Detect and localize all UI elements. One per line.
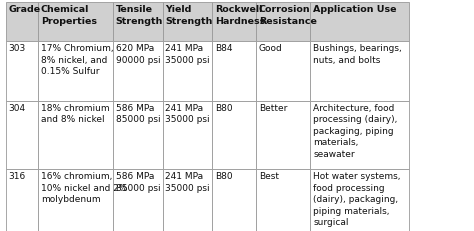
Text: B80: B80 [215, 103, 233, 112]
Bar [212, 3, 256, 42]
Text: 304: 304 [9, 103, 26, 112]
Bar [310, 42, 409, 101]
Bar [38, 3, 113, 42]
Bar [6, 3, 38, 42]
Text: Bushings, bearings,
nuts, and bolts: Bushings, bearings, nuts, and bolts [313, 44, 402, 64]
Bar [212, 42, 256, 101]
Bar [310, 101, 409, 169]
Text: Corrosion
Resistance: Corrosion Resistance [259, 5, 317, 25]
Text: 17% Chromium,
8% nickel, and
0.15% Sulfur: 17% Chromium, 8% nickel, and 0.15% Sulfu… [41, 44, 113, 76]
Bar [38, 101, 113, 169]
Text: 241 MPa
35000 psi: 241 MPa 35000 psi [165, 103, 210, 124]
Text: Yield
Strength: Yield Strength [165, 5, 213, 25]
Bar [163, 101, 212, 169]
Text: Better: Better [259, 103, 287, 112]
Bar [113, 101, 163, 169]
Text: 316: 316 [9, 172, 26, 181]
Bar [6, 169, 38, 231]
Bar [256, 169, 310, 231]
Text: Hot water systems,
food processing
(dairy), packaging,
piping materials,
surgica: Hot water systems, food processing (dair… [313, 172, 401, 226]
Text: Rockwell
Hardness: Rockwell Hardness [215, 5, 265, 25]
Bar [212, 101, 256, 169]
Text: 241 MPa
35000 psi: 241 MPa 35000 psi [165, 172, 210, 192]
Bar [310, 3, 409, 42]
Text: 586 MPa
85000 psi: 586 MPa 85000 psi [116, 172, 160, 192]
Text: B84: B84 [215, 44, 233, 53]
Text: Architecture, food
processing (dairy),
packaging, piping
materials,
seawater: Architecture, food processing (dairy), p… [313, 103, 398, 158]
Text: 303: 303 [9, 44, 26, 53]
Text: 586 MPa
85000 psi: 586 MPa 85000 psi [116, 103, 160, 124]
Bar [212, 169, 256, 231]
Text: 241 MPa
35000 psi: 241 MPa 35000 psi [165, 44, 210, 64]
Text: Grade: Grade [9, 5, 41, 14]
Bar [256, 42, 310, 101]
Text: 620 MPa
90000 psi: 620 MPa 90000 psi [116, 44, 160, 64]
Text: Good: Good [259, 44, 283, 53]
Bar [113, 3, 163, 42]
Bar [6, 42, 38, 101]
Text: Best: Best [259, 172, 279, 181]
Bar [6, 101, 38, 169]
Text: Chemical
Properties: Chemical Properties [41, 5, 97, 25]
Text: B80: B80 [215, 172, 233, 181]
Bar [310, 169, 409, 231]
Text: Tensile
Strength: Tensile Strength [116, 5, 163, 25]
Bar [38, 169, 113, 231]
Bar [113, 169, 163, 231]
Bar [256, 101, 310, 169]
Bar [163, 3, 212, 42]
Bar [113, 42, 163, 101]
Bar [163, 42, 212, 101]
Bar [256, 3, 310, 42]
Text: 18% chromium
and 8% nickel: 18% chromium and 8% nickel [41, 103, 109, 124]
Bar [163, 169, 212, 231]
Bar [38, 42, 113, 101]
Text: Application Use: Application Use [313, 5, 397, 14]
Text: 16% chromium,
10% nickel and 2%
molybdenum: 16% chromium, 10% nickel and 2% molybden… [41, 172, 127, 204]
